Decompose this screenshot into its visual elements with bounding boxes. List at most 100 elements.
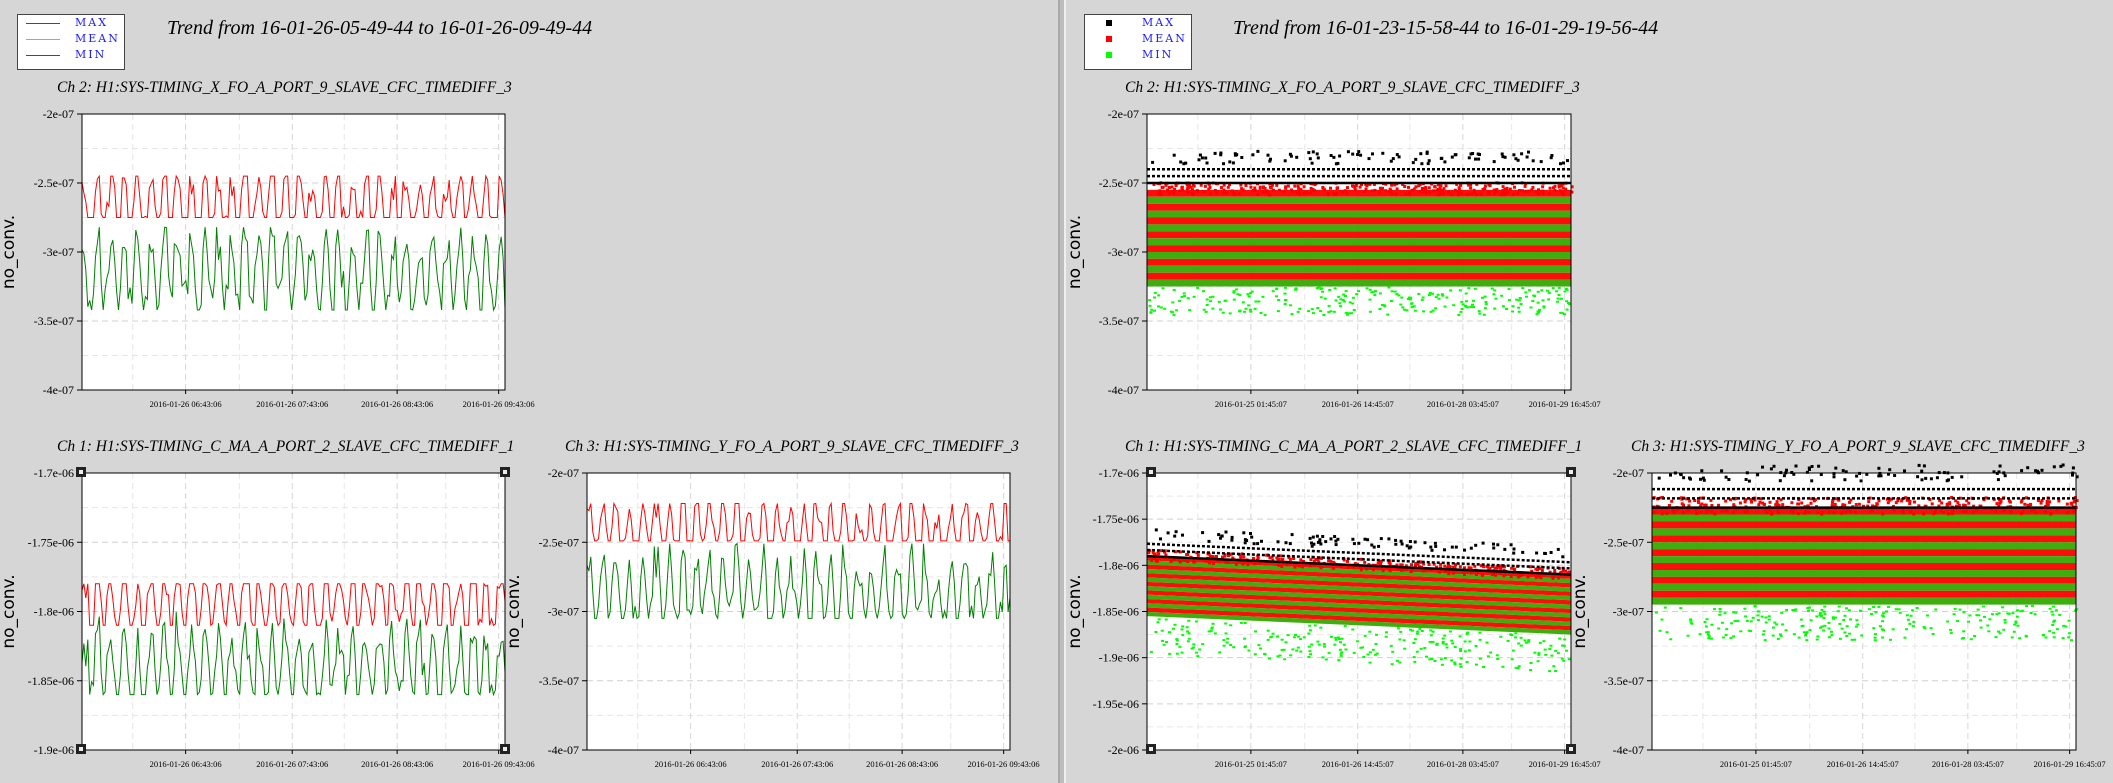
mean-point bbox=[1687, 508, 1691, 512]
max-point bbox=[1512, 153, 1516, 157]
chart-left-ch2[interactable]: -2e-07-2.5e-07-3e-07-3.5e-07-4e-072016-0… bbox=[0, 100, 560, 410]
y-tick-label: -2.5e-07 bbox=[1099, 176, 1139, 190]
max-point bbox=[1356, 153, 1360, 156]
min-point bbox=[1175, 639, 1179, 642]
chart-left-ch3[interactable]: -2e-07-2.5e-07-3e-07-3.5e-07-4e-072016-0… bbox=[504, 459, 1055, 774]
resize-handle-bottom-left[interactable] bbox=[1146, 744, 1156, 754]
chart-right-ch3[interactable]: -2e-07-2.5e-07-3e-07-3.5e-07-4e-072016-0… bbox=[1570, 459, 2113, 774]
min-point bbox=[1563, 290, 1567, 293]
min-point bbox=[1310, 643, 1314, 646]
max-point bbox=[1443, 548, 1446, 552]
min-point bbox=[1440, 663, 1444, 666]
y-tick-label: -2e-07 bbox=[1613, 466, 1644, 480]
mean-point bbox=[1972, 504, 1976, 508]
max-point bbox=[1516, 158, 1520, 162]
mean-point bbox=[1317, 560, 1321, 564]
min-point bbox=[1171, 301, 1175, 304]
min-point bbox=[1344, 290, 1348, 293]
mean-point bbox=[1809, 501, 1813, 505]
min-point bbox=[1188, 309, 1192, 312]
min-point bbox=[1261, 295, 1265, 298]
min-point bbox=[1348, 301, 1352, 304]
min-point bbox=[1276, 635, 1279, 638]
panel-splitter[interactable] bbox=[1058, 0, 1066, 783]
min-point bbox=[1385, 631, 1388, 634]
resize-handle-bottom-right[interactable] bbox=[500, 744, 510, 754]
min-point bbox=[1820, 625, 1824, 628]
chart-right-ch2[interactable]: -2e-07-2.5e-07-3e-07-3.5e-07-4e-072016-0… bbox=[1065, 100, 1626, 410]
mean-point bbox=[1665, 511, 1669, 515]
mean-point bbox=[1537, 574, 1541, 578]
resize-handle-top-left[interactable] bbox=[76, 467, 86, 477]
mean-point bbox=[1537, 192, 1541, 196]
min-point bbox=[1564, 287, 1568, 290]
min-point bbox=[1561, 644, 1564, 647]
max-point bbox=[1549, 551, 1553, 554]
max-point bbox=[1366, 538, 1370, 542]
mean-point bbox=[1479, 192, 1483, 196]
resize-handle-top-right[interactable] bbox=[1566, 467, 1576, 477]
chart-right-ch1[interactable]: -1.7e-06-1.75e-06-1.8e-06-1.85e-06-1.9e-… bbox=[1065, 459, 1626, 774]
max-point bbox=[1243, 541, 1247, 545]
resize-handle-bottom-right[interactable] bbox=[1566, 744, 1576, 754]
min-point bbox=[1375, 652, 1379, 655]
max-point bbox=[1399, 539, 1403, 543]
min-point bbox=[1807, 609, 1810, 612]
resize-handle-top-left[interactable] bbox=[1146, 467, 1156, 477]
min-point bbox=[1283, 303, 1287, 305]
mean-point bbox=[1807, 510, 1811, 514]
min-point bbox=[1383, 305, 1387, 308]
mean-point bbox=[1208, 185, 1212, 189]
min-point bbox=[1689, 621, 1693, 624]
min-point bbox=[1307, 655, 1311, 658]
mean-point bbox=[1703, 503, 1707, 507]
min-point bbox=[1192, 646, 1196, 649]
mean-point bbox=[1469, 571, 1473, 575]
mean-point bbox=[1495, 189, 1499, 193]
mean-point bbox=[1268, 556, 1272, 560]
max-point bbox=[1154, 528, 1158, 532]
min-point bbox=[1351, 628, 1355, 631]
mean-point bbox=[1281, 557, 1285, 561]
mean-point bbox=[1436, 188, 1440, 191]
mean-point bbox=[1387, 561, 1391, 565]
min-point bbox=[1962, 611, 1966, 614]
min-point bbox=[1322, 314, 1326, 316]
chart-left-ch1[interactable]: -1.7e-06-1.75e-06-1.8e-06-1.85e-06-1.9e-… bbox=[0, 459, 560, 774]
legend-left: MAX MEAN MIN bbox=[17, 14, 125, 70]
max-point bbox=[1336, 161, 1340, 165]
mean-point bbox=[1840, 511, 1844, 515]
resize-handle-top-right[interactable] bbox=[500, 467, 510, 477]
x-tick-label: 2016-01-26 08:43:06 bbox=[361, 759, 433, 769]
mean-point bbox=[1277, 563, 1281, 567]
min-point bbox=[1552, 665, 1556, 668]
mean-point bbox=[1359, 566, 1363, 570]
mean-point bbox=[1181, 557, 1185, 561]
min-point bbox=[1872, 627, 1876, 630]
min-point bbox=[2044, 636, 2048, 639]
max-point bbox=[1357, 541, 1361, 545]
min-point bbox=[1912, 620, 1916, 623]
mean-point bbox=[1444, 570, 1447, 574]
min-point bbox=[1180, 651, 1184, 654]
min-point bbox=[1254, 630, 1257, 633]
min-point bbox=[1198, 648, 1202, 651]
max-point bbox=[1669, 473, 1672, 477]
min-point bbox=[1555, 290, 1559, 293]
min-point bbox=[1241, 301, 1245, 304]
chart-title-right-ch3: Ch 3: H1:SYS-TIMING_Y_FO_A_PORT_9_SLAVE_… bbox=[1631, 438, 2085, 455]
mean-point bbox=[1226, 560, 1230, 564]
x-tick-label: 2016-01-26 07:43:06 bbox=[256, 759, 328, 769]
max-point bbox=[1387, 537, 1391, 541]
mean-point bbox=[1562, 192, 1566, 196]
mean-point bbox=[2002, 509, 2006, 513]
max-point bbox=[1182, 162, 1186, 166]
min-point bbox=[1412, 642, 1416, 644]
max-point bbox=[1197, 158, 1201, 162]
max-point bbox=[1450, 155, 1454, 159]
resize-handle-bottom-left[interactable] bbox=[76, 744, 86, 754]
min-point bbox=[1374, 290, 1377, 293]
mean-point bbox=[1723, 509, 1727, 512]
mean-point bbox=[1758, 500, 1762, 504]
mean-point bbox=[1676, 508, 1680, 512]
